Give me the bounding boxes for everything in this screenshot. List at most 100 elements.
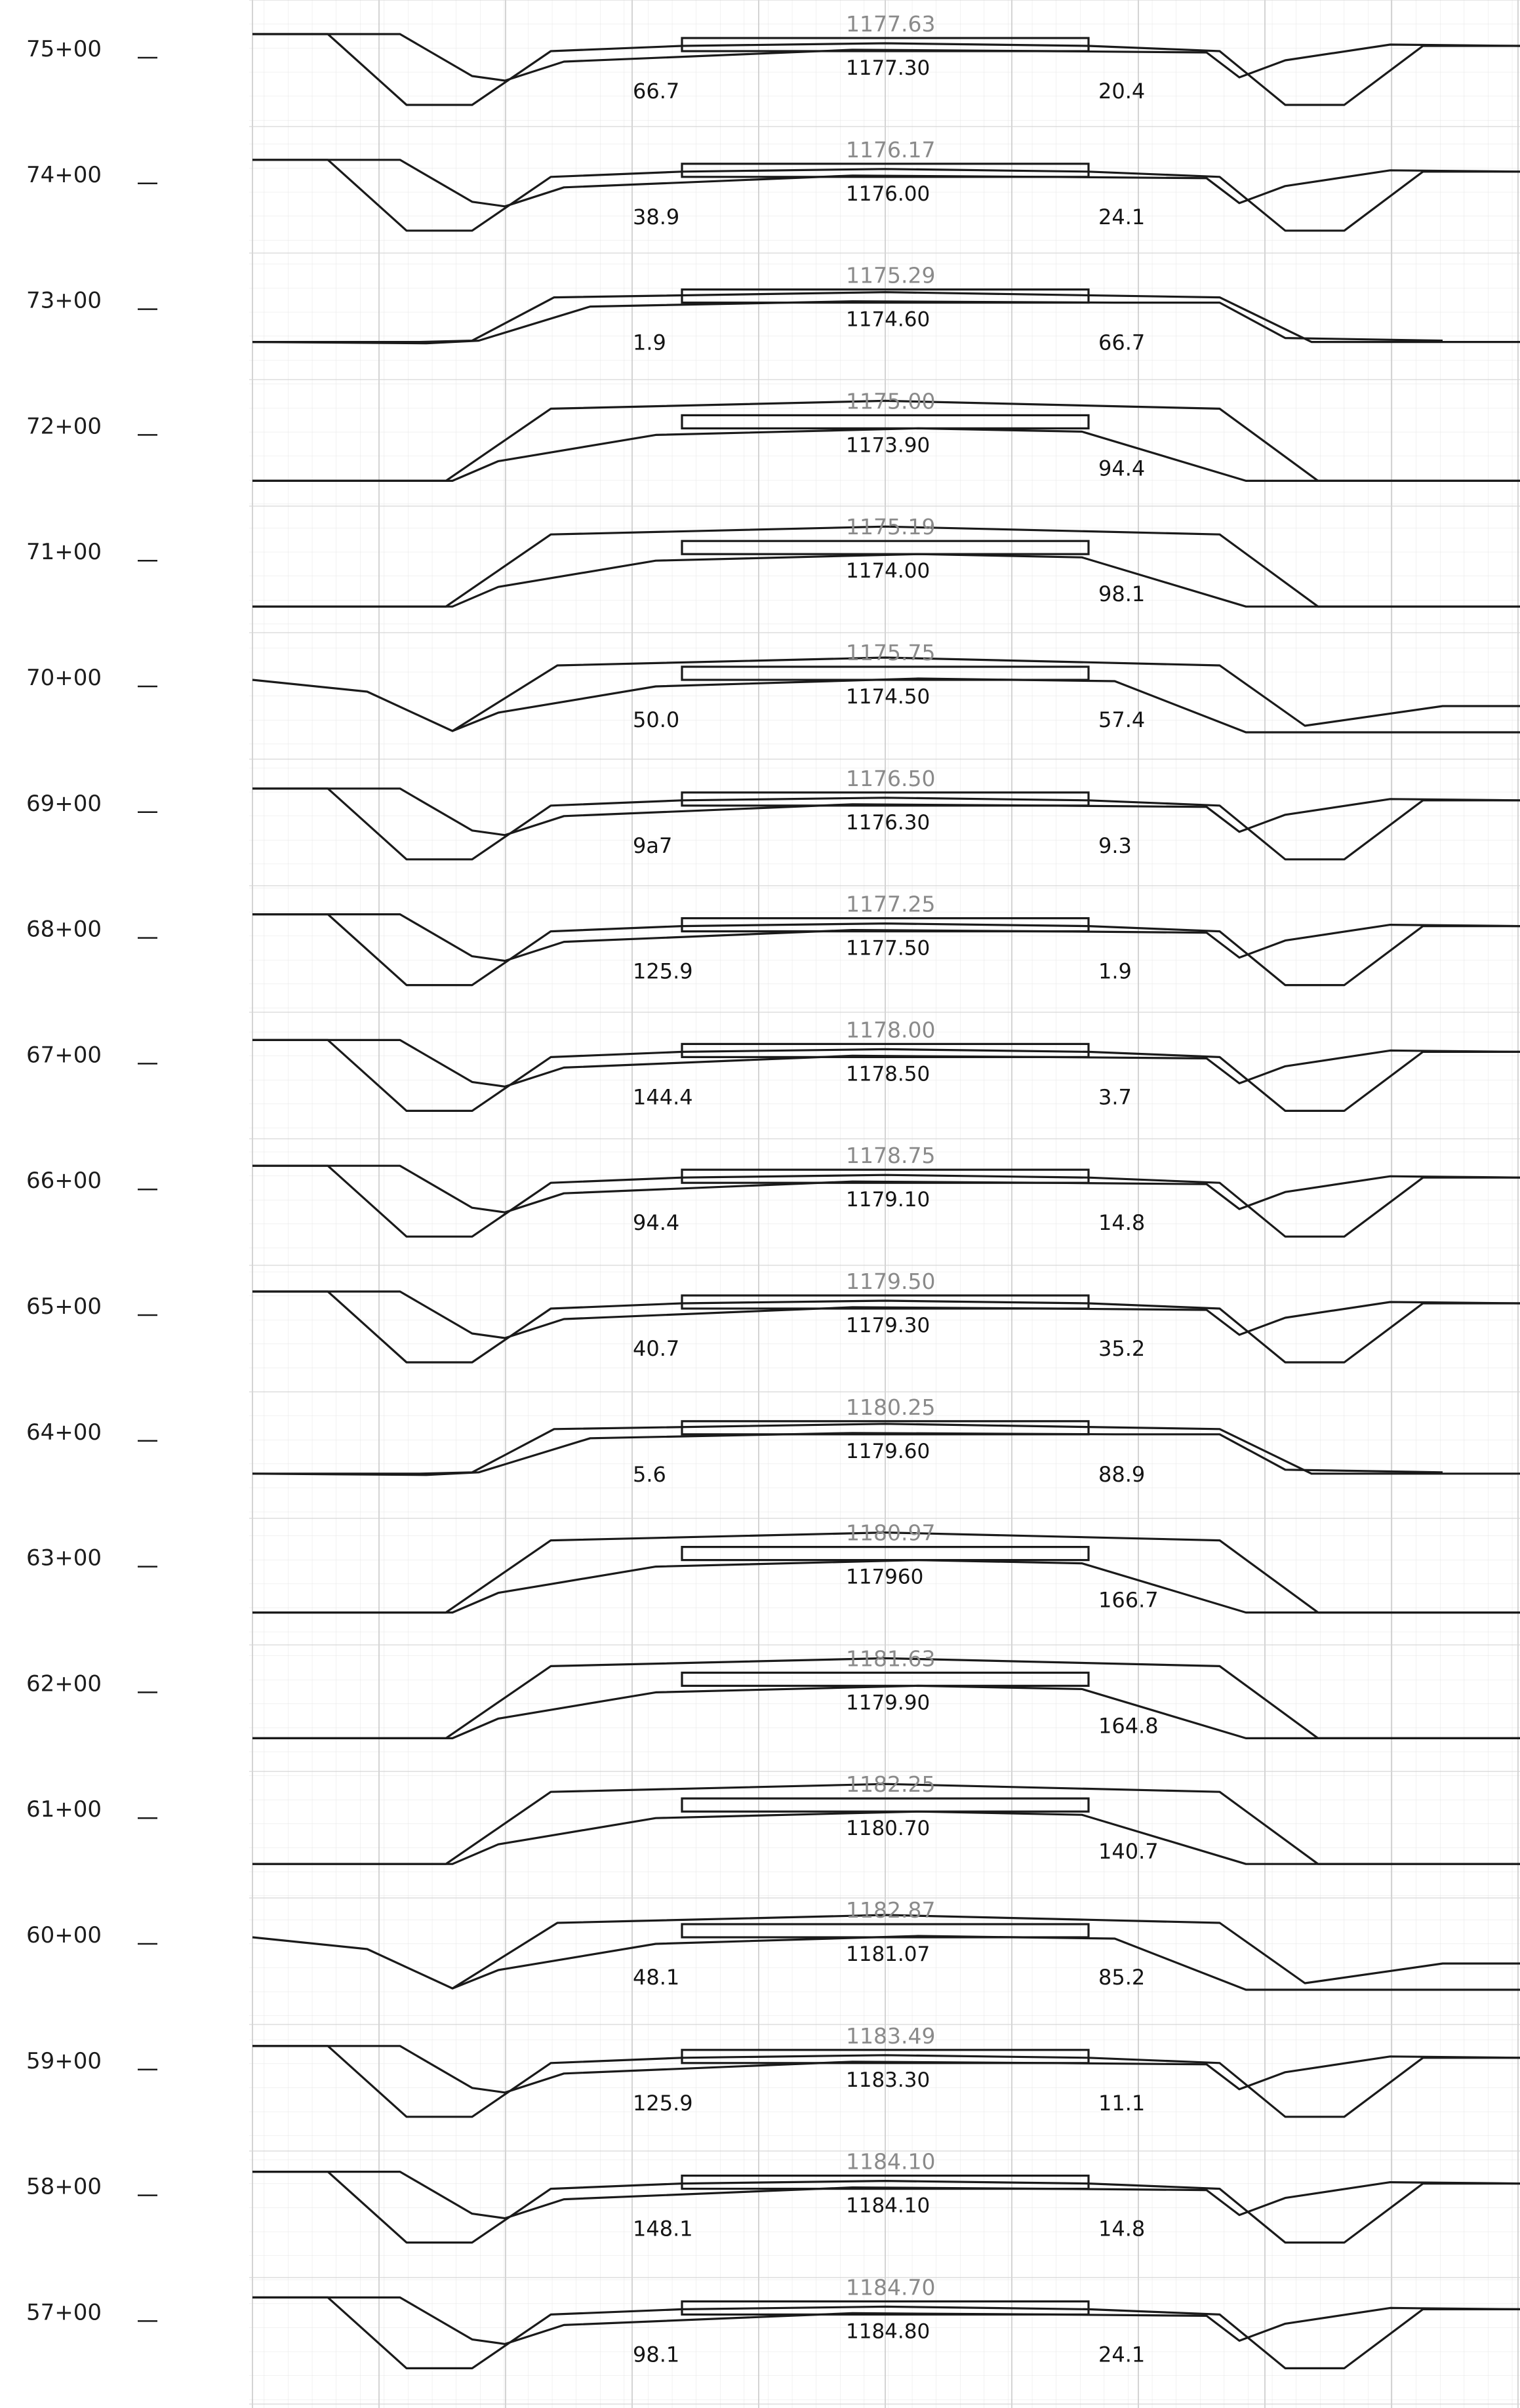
section-61-00: 61+00 1182.25 1180.70 140.7 [26, 1771, 1520, 1865]
cross-sections: 75+00 1177.63 1177.30 66.7 20.4 74+00 1176.17 1… [26, 11, 1520, 2369]
right-area: 35.2 [1098, 1336, 1145, 1361]
left-area: 5.6 [633, 1462, 666, 1487]
ground-line [252, 553, 1520, 608]
section-68-00: 68+00 1177.25 1177.50 125.9 1.9 [26, 892, 1520, 987]
left-area: 148.1 [633, 2217, 693, 2241]
grade-elevation: 1178.75 [846, 1143, 935, 1168]
grade-elevation: 1176.50 [846, 766, 935, 791]
station-label: 66+00 [26, 1168, 102, 1194]
left-area: 38.9 [633, 205, 679, 229]
right-area: 9.3 [1098, 833, 1132, 858]
section-66-00: 66+00 1178.75 1179.10 94.4 14.8 [26, 1143, 1520, 1238]
section-69-00: 69+00 1176.50 1176.30 9a7 9.3 [26, 766, 1520, 861]
existing-elevation: 1177.30 [846, 56, 930, 80]
design-template [252, 2045, 1520, 2118]
existing-elevation: 1181.07 [846, 1943, 930, 1966]
grade-elevation: 1176.17 [846, 137, 935, 163]
ground-line [252, 1432, 1443, 1476]
right-area: 88.9 [1098, 1462, 1145, 1487]
pavement-box [681, 1042, 1090, 1059]
section-67-00: 67+00 1178.00 1178.50 144.4 3.7 [26, 1017, 1520, 1113]
design-template [252, 1914, 1520, 1990]
pavement-box [681, 1420, 1090, 1436]
section-58-00: 58+00 1184.10 1184.10 148.1 14.8 [26, 2149, 1520, 2244]
ground-line [252, 1559, 1520, 1614]
right-area: 3.7 [1098, 1084, 1132, 1109]
pavement-box [681, 1671, 1090, 1687]
station-label: 75+00 [26, 36, 102, 62]
design-template [252, 656, 1520, 732]
existing-elevation: 1183.30 [846, 2068, 930, 2092]
left-area: 94.4 [633, 1210, 679, 1235]
existing-elevation: 1174.60 [846, 308, 930, 332]
grade-elevation: 1184.70 [846, 2274, 935, 2300]
design-template [252, 787, 1520, 861]
ground-line [252, 1684, 1520, 1739]
pavement-box [681, 665, 1090, 681]
station-label: 73+00 [26, 288, 102, 314]
section-63-00: 63+00 1180.97 117960 166.7 [26, 1520, 1520, 1614]
design-template [252, 1290, 1520, 1364]
design-template [252, 2171, 1520, 2244]
station-label: 63+00 [26, 1545, 102, 1571]
station-label: 67+00 [26, 1042, 102, 1068]
existing-elevation: 1179.10 [846, 1188, 930, 1212]
right-area: 140.7 [1098, 1839, 1159, 1864]
existing-elevation: 1174.00 [846, 559, 930, 583]
grade-elevation: 1183.49 [846, 2023, 935, 2049]
existing-elevation: 1173.90 [846, 433, 930, 457]
station-label: 69+00 [26, 791, 102, 817]
existing-elevation: 1180.70 [846, 1817, 930, 1840]
grade-elevation: 1180.97 [846, 1520, 935, 1546]
station-label: 61+00 [26, 1796, 102, 1823]
design-template [252, 1164, 1520, 1238]
left-area: 125.9 [633, 959, 693, 984]
pavement-box [681, 163, 1090, 178]
section-64-00: 64+00 1180.25 1179.60 5.6 88.9 [26, 1394, 1520, 1487]
section-57-00: 57+00 1184.70 1184.80 98.1 24.1 [26, 2274, 1520, 2369]
existing-elevation: 1179.90 [846, 1691, 930, 1714]
left-area: 125.9 [633, 2091, 693, 2116]
existing-elevation: 1176.30 [846, 811, 930, 835]
pavement-box [681, 1168, 1090, 1184]
section-73-00: 73+00 1175.29 1174.60 1.9 66.7 [26, 263, 1520, 355]
right-area: 14.8 [1098, 2217, 1145, 2241]
section-70-00: 70+00 1175.75 1174.50 50.0 57.4 [26, 640, 1520, 734]
existing-elevation: 1174.50 [846, 685, 930, 709]
grade-elevation: 1180.25 [846, 1394, 935, 1420]
right-area: 24.1 [1098, 2342, 1145, 2367]
left-area: 48.1 [633, 1965, 679, 1990]
left-area: 40.7 [633, 1336, 679, 1361]
pavement-box [681, 1923, 1090, 1939]
grade-elevation: 1177.63 [846, 11, 935, 37]
left-area: 98.1 [633, 2342, 679, 2367]
right-area: 166.7 [1098, 1588, 1159, 1613]
station-label: 62+00 [26, 1670, 102, 1697]
left-area: 66.7 [633, 79, 679, 104]
right-area: 11.1 [1098, 2091, 1145, 2116]
grade-elevation: 1175.29 [846, 263, 935, 288]
station-label: 72+00 [26, 413, 102, 439]
grade-elevation: 1182.25 [846, 1771, 935, 1797]
right-area: 85.2 [1098, 1965, 1145, 1990]
station-label: 65+00 [26, 1293, 102, 1320]
section-74-00: 74+00 1176.17 1176.00 38.9 24.1 [26, 137, 1520, 232]
ground-line [452, 1935, 1520, 1991]
station-label: 60+00 [26, 1922, 102, 1948]
grade-elevation: 1175.19 [846, 514, 935, 540]
station-label: 70+00 [26, 665, 102, 691]
pavement-box [681, 791, 1090, 807]
section-62-00: 62+00 1181.63 1179.90 164.8 [26, 1646, 1520, 1739]
station-label: 64+00 [26, 1419, 102, 1446]
station-label: 74+00 [26, 162, 102, 188]
design-template [252, 1423, 1520, 1475]
existing-elevation: 1184.10 [846, 2194, 930, 2218]
right-area: 57.4 [1098, 707, 1145, 732]
right-area: 14.8 [1098, 1210, 1145, 1235]
station-label: 58+00 [26, 2174, 102, 2200]
section-75-00: 75+00 1177.63 1177.30 66.7 20.4 [26, 11, 1520, 106]
pavement-box [681, 540, 1090, 555]
pavement-box [681, 2300, 1090, 2316]
design-template [252, 159, 1520, 232]
ground-line [252, 300, 1443, 345]
